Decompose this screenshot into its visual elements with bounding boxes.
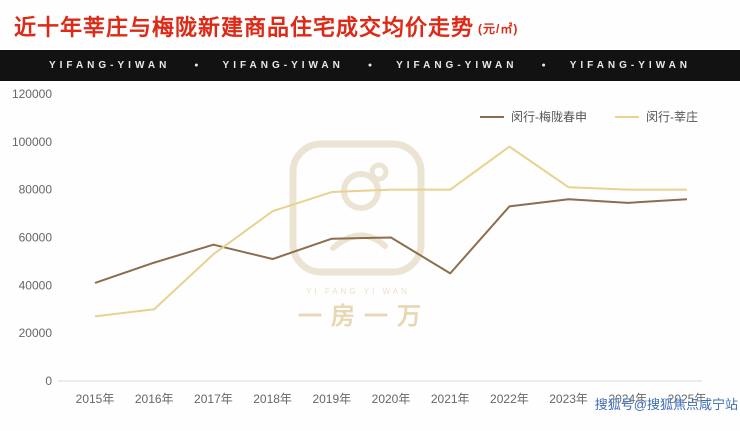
banner-brand-text: YIFANG-YIWAN: [48, 60, 171, 71]
page-title-unit: (元/㎡): [478, 22, 519, 36]
legend-item-meilongchunshen: 闵行-梅陇春申: [480, 108, 587, 125]
price-trend-chart: YI FANG YI WAN 一房一万 0 20000 40000 60000 8000…: [0, 84, 740, 431]
brand-banner: YIFANG-YIWAN ● YIFANG-YIWAN ● YIFANG-YIWAN ● Y…: [0, 50, 740, 81]
y-axis-tick-label: 120000: [12, 87, 52, 101]
y-axis-tick-label: 40000: [19, 278, 53, 292]
page-title-text: 近十年莘庄与梅陇新建商品住宅成交均价走势: [14, 15, 475, 40]
series-line: [94, 198, 688, 284]
x-axis-tick-label: 2024年: [608, 392, 647, 406]
x-axis-tick-label: 2019年: [312, 392, 351, 406]
y-axis-tick-label: 80000: [19, 183, 53, 197]
page-title: 近十年莘庄与梅陇新建商品住宅成交均价走势 (元/㎡): [14, 10, 518, 42]
legend-line-swatch: [480, 115, 504, 118]
legend-label: 闵行-莘庄: [646, 110, 698, 124]
banner-bullet: ●: [367, 62, 373, 69]
sohu-watermark: 搜狐号@搜狐焦点咸宁站: [594, 397, 738, 412]
x-axis-tick-label: 2018年: [253, 392, 292, 406]
x-axis-tick-label: 2021年: [431, 392, 470, 406]
x-axis-tick-label: 2025年: [668, 392, 707, 406]
legend-item-xinzhuang: 闵行-莘庄: [615, 108, 698, 125]
x-axis-tick-label: 2023年: [549, 392, 588, 406]
banner-brand-text: YIFANG-YIWAN: [569, 60, 692, 71]
plot-area: 0 20000 40000 60000 80000 100000 120000 2015年 20…: [12, 87, 707, 406]
y-axis-tick-label: 20000: [19, 326, 53, 340]
series-line: [94, 145, 687, 318]
banner-bullet: ●: [541, 62, 546, 69]
x-axis-tick-label: 2017年: [194, 392, 233, 406]
banner-bullet: ●: [194, 62, 199, 69]
x-axis-tick-label: 2015年: [76, 392, 115, 406]
x-axis-tick-label: 2022年: [490, 392, 529, 406]
y-axis-tick-label: 100000: [12, 135, 52, 149]
x-axis-tick-label: 2020年: [372, 392, 411, 406]
y-axis-tick-label: 60000: [19, 231, 53, 245]
legend-label: 闵行-梅陇春申: [511, 110, 587, 124]
y-axis-tick-label: 0: [45, 374, 52, 388]
banner-brand-text: YIFANG-YIWAN: [222, 60, 344, 71]
legend-line-swatch: [615, 115, 639, 118]
banner-brand-text: YIFANG-YIWAN: [396, 60, 518, 71]
chart-legend: 闵行-梅陇春申 闵行-莘庄: [480, 108, 698, 125]
x-axis-tick-label: 2016年: [135, 392, 174, 406]
